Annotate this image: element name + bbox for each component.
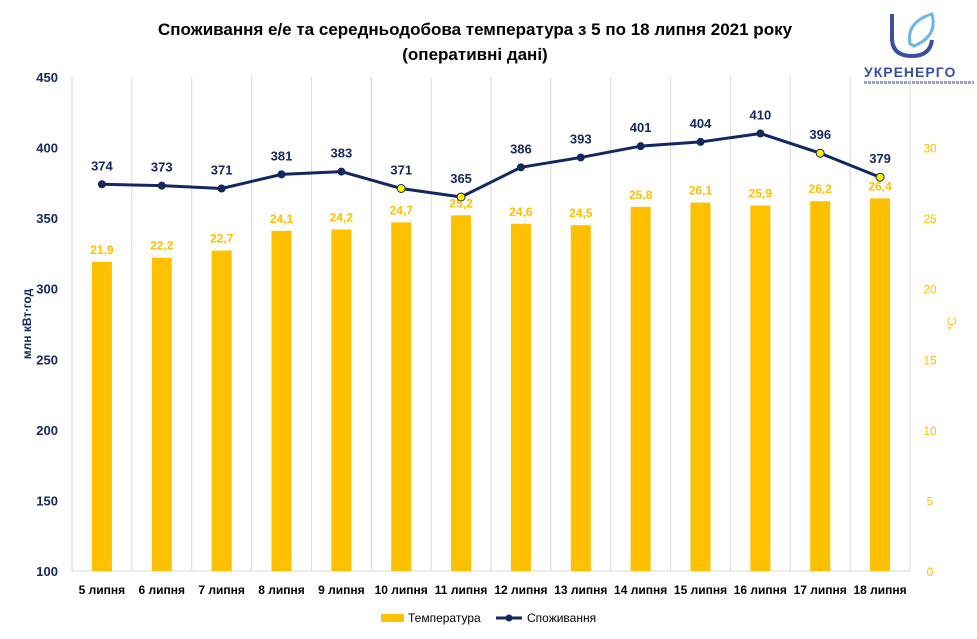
bar	[870, 198, 891, 571]
bar	[91, 261, 112, 571]
bar-value-label: 26,4	[868, 179, 892, 193]
bar	[151, 257, 172, 571]
legend-marker-consumption	[505, 614, 513, 622]
x-tick-label: 5 липня	[79, 583, 126, 597]
left-tick-label: 250	[36, 352, 58, 367]
x-tick-label: 10 липня	[375, 583, 428, 597]
line-value-label: 393	[570, 131, 592, 146]
bar	[331, 229, 352, 572]
legend-label-consumption: Споживання	[527, 611, 596, 625]
right-tick-label: 5	[927, 494, 934, 508]
line-value-label: 371	[390, 163, 412, 178]
bar	[211, 250, 232, 571]
bar	[750, 205, 771, 571]
x-tick-label: 18 липня	[853, 583, 906, 597]
line-value-label: 396	[809, 127, 831, 142]
x-tick-label: 14 липня	[614, 583, 667, 597]
chart-title: Споживання е/е та середньодобова темпера…	[157, 20, 793, 39]
bar-value-label: 24,5	[569, 206, 593, 220]
legend-swatch-temperature	[381, 614, 404, 622]
x-tick-label: 15 липня	[674, 583, 727, 597]
left-tick-label: 100	[36, 564, 58, 579]
x-tick-label: 16 липня	[734, 583, 787, 597]
bar	[271, 230, 292, 572]
bar	[570, 225, 591, 571]
bar	[810, 201, 831, 571]
bar	[391, 222, 412, 571]
line-value-label: 410	[750, 107, 772, 122]
line-point	[277, 170, 286, 179]
right-tick-label: 20	[923, 283, 937, 297]
x-tick-label: 13 липня	[554, 583, 607, 597]
bar-value-label: 24,2	[330, 210, 354, 224]
line-point	[396, 184, 406, 194]
bar-value-label: 24,1	[270, 212, 294, 226]
x-tick-label: 7 липня	[198, 583, 245, 597]
line-value-label: 371	[211, 163, 233, 178]
line-point	[576, 153, 585, 162]
line-value-label: 404	[690, 116, 712, 131]
line-point	[337, 167, 346, 176]
bar-value-label: 24,7	[390, 203, 414, 217]
bar-value-label: 25,9	[749, 186, 773, 200]
x-tick-label: 9 липня	[318, 583, 365, 597]
line-point	[157, 181, 166, 190]
logo-text: УКРЕНЕРГО	[864, 64, 957, 80]
right-tick-label: 15	[923, 353, 937, 367]
right-axis-title: °C	[945, 317, 959, 331]
bar	[510, 223, 531, 571]
line-point	[875, 172, 885, 182]
line-point	[636, 142, 645, 151]
series-line-consumption	[101, 131, 881, 199]
left-tick-label: 300	[36, 282, 58, 297]
legend-label-temperature: Температура	[408, 611, 481, 625]
bar-value-label: 26,2	[809, 182, 833, 196]
bar-value-label: 25,2	[449, 196, 473, 210]
right-tick-label: 10	[923, 424, 937, 438]
x-tick-label: 8 липня	[258, 583, 305, 597]
bar	[451, 215, 472, 571]
line-point	[815, 148, 825, 158]
line-point	[756, 129, 765, 138]
left-tick-label: 450	[36, 70, 58, 85]
x-tick-label: 12 липня	[494, 583, 547, 597]
left-tick-label: 200	[36, 423, 58, 438]
chart-subtitle: (оперативні дані)	[402, 45, 548, 64]
line-point	[97, 180, 106, 189]
line-value-label: 379	[869, 151, 891, 166]
right-tick-label: 30	[923, 142, 937, 156]
bar-value-label: 22,7	[210, 232, 234, 246]
left-tick-label: 350	[36, 211, 58, 226]
bar-value-label: 21,9	[90, 243, 114, 257]
line-point	[217, 184, 226, 193]
bar	[630, 206, 651, 571]
line-value-label: 383	[331, 146, 353, 161]
ukrenergo-logo-icon	[890, 12, 935, 59]
line-value-label: 374	[91, 158, 113, 173]
x-tick-label: 6 липня	[139, 583, 186, 597]
line-value-label: 386	[510, 141, 532, 156]
line-point	[456, 192, 466, 202]
x-tick-label: 11 липня	[435, 583, 488, 597]
bar-value-label: 25,8	[629, 188, 653, 202]
bar	[690, 202, 711, 572]
bar-value-label: 24,6	[509, 205, 533, 219]
line-value-label: 381	[271, 148, 293, 163]
left-axis-title: млн кВт∙год	[20, 288, 34, 359]
line-value-label: 373	[151, 160, 173, 175]
line-point	[516, 163, 525, 172]
line-point	[696, 137, 705, 146]
bar-value-label: 26,1	[689, 184, 713, 198]
x-tick-label: 17 липня	[794, 583, 847, 597]
right-tick-label: 0	[927, 565, 934, 579]
line-value-label: 401	[630, 120, 652, 135]
bar-value-label: 22,2	[150, 239, 174, 253]
left-tick-label: 150	[36, 493, 58, 508]
line-value-label: 365	[450, 171, 472, 186]
left-tick-label: 400	[36, 141, 58, 156]
logo-tagline	[864, 81, 974, 84]
right-tick-label: 25	[923, 212, 937, 226]
